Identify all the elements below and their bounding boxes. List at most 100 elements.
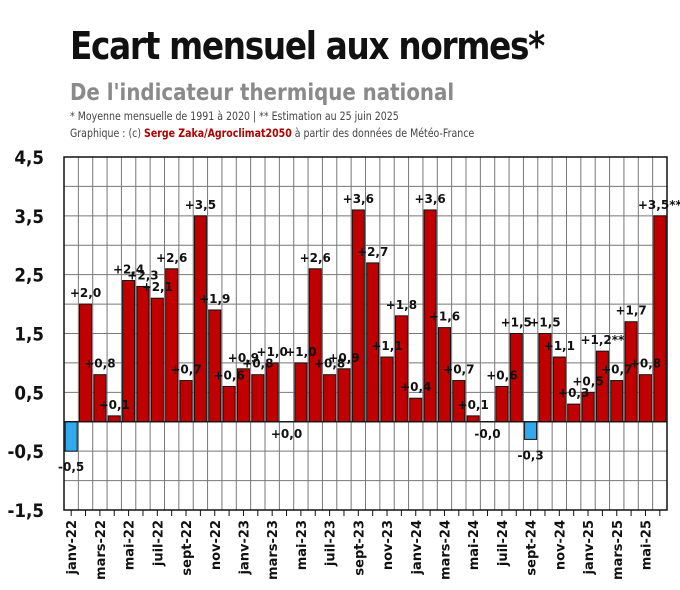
data-label: +1,7: [615, 304, 646, 318]
normals-note: * Moyenne mensuelle de 1991 à 2020 | ** …: [70, 109, 399, 123]
x-tick-label: mai-23: [295, 520, 310, 570]
x-tick-label: juil-22: [151, 520, 166, 567]
plot-frame: [63, 156, 668, 511]
x-tick-label: mars-23: [266, 520, 281, 580]
bar: [567, 403, 581, 423]
bar: [265, 362, 279, 423]
x-tick-label: mai-25: [639, 520, 654, 570]
data-label: +1,0: [257, 345, 288, 359]
x-tick-label: sept-24: [525, 520, 540, 576]
data-label: +3,5**: [638, 198, 680, 212]
bar: [351, 209, 365, 423]
data-label: +2,6: [300, 251, 331, 265]
data-label: +3,6: [414, 192, 445, 206]
data-label: +0,7: [170, 363, 201, 377]
x-tick-label: juil-23: [324, 520, 339, 567]
y-tick-label: 0,5: [14, 382, 44, 404]
data-label: +0,8: [630, 357, 661, 371]
bar: [208, 309, 222, 423]
bar: [610, 380, 624, 423]
bar: [222, 385, 236, 423]
data-label: +0,8: [84, 357, 115, 371]
bar: [337, 368, 351, 423]
data-label: -0,5: [58, 460, 84, 474]
y-tick-label: 3,5: [14, 206, 44, 228]
data-label: +3,5: [185, 198, 216, 212]
x-tick-label: nov-23: [381, 520, 396, 570]
bar: [495, 385, 509, 423]
bar: [466, 415, 480, 423]
data-label: +1,2**: [580, 333, 625, 347]
data-label: +2,6: [156, 251, 187, 265]
credit-prefix: Graphique : (c): [70, 126, 145, 140]
data-label: +1,9: [199, 292, 230, 306]
data-label: -0,0: [474, 427, 500, 441]
credit-author: Serge Zaka/Agroclimat2050: [144, 126, 292, 140]
bar: [64, 421, 78, 452]
bar: [251, 374, 265, 423]
data-label: +2,3: [127, 268, 158, 282]
bar: [150, 297, 164, 423]
y-tick-label: -0,5: [7, 441, 44, 463]
data-label: +0,1: [458, 398, 489, 412]
credit-suffix: à partir des données de Météo-France: [291, 126, 475, 140]
bar: [179, 380, 193, 423]
y-tick-label: -1,5: [7, 500, 44, 522]
x-tick-label: mars-25: [611, 520, 626, 580]
bar: [136, 285, 150, 423]
data-label: +0,6: [486, 368, 517, 382]
x-tick-label: janv-23: [237, 520, 252, 575]
y-tick-label: 2,5: [14, 265, 44, 287]
data-label: +1,5: [501, 316, 532, 330]
chart-title: Ecart mensuel aux normes*: [70, 24, 545, 68]
data-label: +1,8: [386, 298, 417, 312]
bar: [107, 415, 121, 423]
data-label: +0,8: [314, 357, 345, 371]
bar: [653, 215, 667, 423]
x-tick-label: sept-23: [352, 520, 367, 576]
x-tick-label: janv-22: [65, 520, 80, 575]
data-label: +0,6: [213, 368, 244, 382]
x-tick-label: janv-25: [582, 520, 597, 575]
y-tick-label: 4,5: [14, 147, 44, 169]
x-tick-label: juil-24: [496, 520, 511, 567]
x-tick-label: mai-22: [123, 520, 138, 570]
x-tick-label: nov-24: [553, 520, 568, 570]
data-label: +1,1: [544, 339, 575, 353]
x-tick-label: sept-22: [180, 520, 195, 576]
data-label: +1,1: [371, 339, 402, 353]
data-label: +0,0: [271, 427, 302, 441]
data-label: +1,6: [429, 310, 460, 324]
axes: 4,5 3,5 2,5 1,5 0,5 -0,5 -1,5 janv-22 mars-22 mai…: [7, 147, 668, 580]
bar: [524, 421, 538, 440]
data-label: +2,0: [70, 286, 101, 300]
bar: [380, 356, 394, 423]
data-label: +2,4: [113, 263, 144, 277]
data-label: -0,3: [517, 448, 543, 462]
bar: [323, 374, 337, 423]
data-label: +3,6: [343, 192, 374, 206]
x-tick-label: janv-24: [410, 520, 425, 575]
data-label: +2,1: [142, 280, 173, 294]
data-label: +0,3: [558, 386, 589, 400]
y-tick-label: 1,5: [14, 324, 44, 346]
x-tick-label: mars-24: [438, 520, 453, 580]
data-label: +1,0: [285, 345, 316, 359]
data-label: +0,4: [400, 380, 431, 394]
bar: [193, 215, 207, 423]
data-label: +0,8: [242, 357, 273, 371]
data-label: +0,9: [228, 351, 259, 365]
data-label: +1,5: [529, 316, 560, 330]
chart-subtitle: De l'indicateur thermique national: [70, 80, 455, 106]
bar: [394, 315, 408, 423]
data-labels: -0,5 +2,0 +0,8 +0,1 +2,4+2,3+2,1 +2,6 +0,7 +3,5…: [58, 192, 680, 474]
bar: [409, 397, 423, 423]
x-tick-label: mai-24: [467, 520, 482, 570]
credit-note: Graphique : (c) Serge Zaka/Agroclimat205…: [70, 126, 474, 140]
data-label: +0,5: [572, 374, 603, 388]
bar: [638, 374, 652, 423]
data-label: +0,1: [99, 398, 130, 412]
x-tick-label: mars-22: [94, 520, 109, 580]
data-label: +2,7: [357, 245, 388, 259]
bar: [294, 362, 308, 423]
